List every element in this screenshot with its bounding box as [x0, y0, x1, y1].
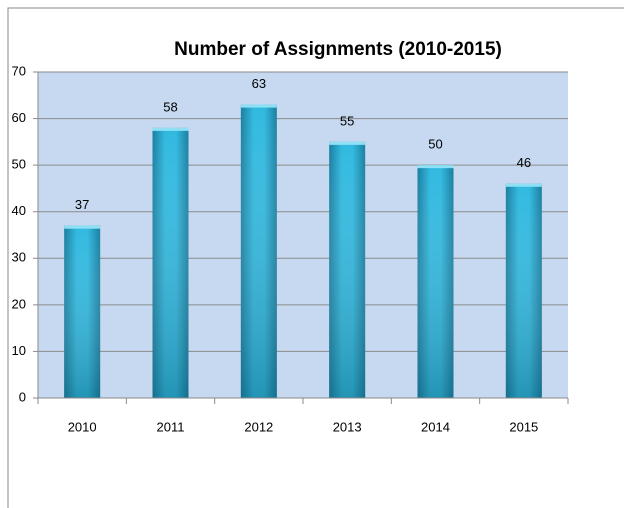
y-tick-label: 70 [12, 63, 26, 78]
x-tick-label: 2010 [68, 419, 97, 434]
x-tick-label: 2014 [421, 419, 450, 434]
x-tick-label: 2011 [157, 419, 185, 434]
y-tick-label: 30 [12, 250, 26, 265]
data-label: 63 [252, 76, 266, 91]
bar-shade [240, 104, 277, 398]
bar-shade [64, 225, 101, 398]
frame [7, 7, 624, 508]
y-tick-label: 40 [12, 203, 26, 218]
x-tick-label: 2013 [333, 419, 362, 434]
data-label: 37 [75, 197, 89, 212]
chart-title: Number of Assignments (2010-2015) [174, 39, 502, 60]
bar-cap [329, 141, 366, 145]
y-tick-label: 0 [19, 389, 26, 404]
bar-shade [152, 127, 189, 398]
data-label: 58 [163, 99, 177, 114]
x-tick-label: 2015 [509, 419, 538, 434]
data-label: 55 [340, 113, 354, 128]
y-tick-label: 20 [12, 296, 26, 311]
bar-cap [417, 165, 454, 169]
data-label: 50 [428, 137, 442, 152]
bar-shade [329, 141, 366, 398]
plot-area [38, 72, 568, 398]
data-label: 46 [517, 155, 531, 170]
bar-cap [505, 183, 542, 187]
x-tick-label: 2012 [244, 419, 273, 434]
bar-cap [152, 127, 189, 131]
y-tick-label: 10 [12, 343, 26, 358]
y-tick-label: 60 [12, 110, 26, 125]
y-tick-label: 50 [12, 157, 26, 172]
bar-shade [417, 165, 454, 398]
bar-cap [64, 225, 101, 229]
bar-shade [505, 183, 542, 398]
bar-cap [240, 104, 277, 108]
